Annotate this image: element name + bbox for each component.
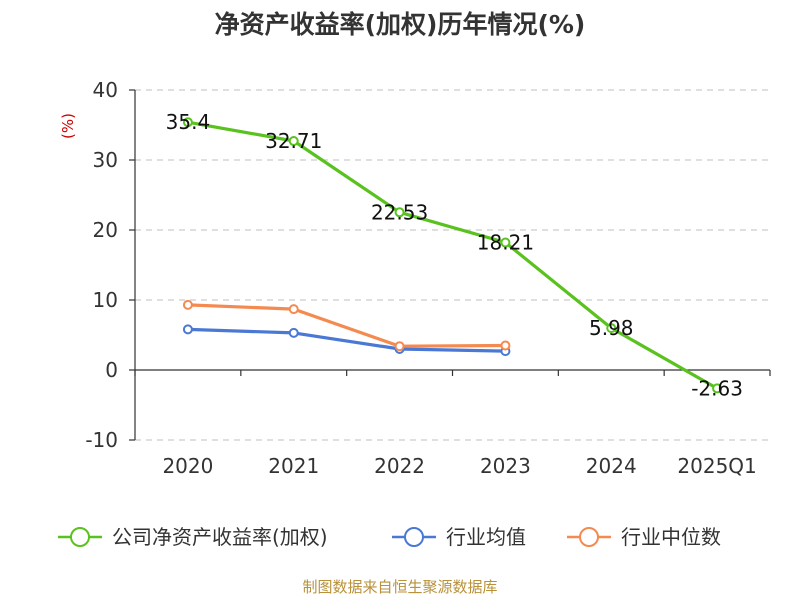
data-point <box>712 383 723 394</box>
y-tick-label: 10 <box>93 288 118 312</box>
data-point <box>394 207 405 218</box>
data-point <box>182 324 193 335</box>
y-tick-label: 0 <box>105 358 118 382</box>
legend-marker-icon <box>70 527 90 547</box>
x-tick-label: 2020 <box>162 454 213 478</box>
legend-label: 行业均值 <box>446 525 526 549</box>
data-label: 5.98 <box>589 316 634 340</box>
legend-marker-icon <box>404 527 424 547</box>
x-tick-label: 2023 <box>480 454 531 478</box>
legend-item-0[interactable]: 公司净资产收益率(加权) <box>58 525 328 549</box>
y-tick-label: 30 <box>93 148 118 172</box>
x-tick-label: 2024 <box>586 454 637 478</box>
x-tick-label: 2021 <box>268 454 319 478</box>
legend-marker-icon <box>579 527 599 547</box>
data-point <box>288 327 299 338</box>
data-point <box>288 304 299 315</box>
data-point <box>500 340 511 351</box>
data-label: 22.53 <box>371 200 428 224</box>
data-point <box>182 299 193 310</box>
data-labels: 35.4 32.71 22.53 18.21 5.98 -2.63 <box>166 110 743 400</box>
chart-title: 净资产收益率(加权)历年情况(%) <box>215 10 586 39</box>
data-point <box>288 136 299 147</box>
axes: -10 0 10 20 30 40 2020 2021 2022 2023 2024 2025Q1 <box>85 78 771 478</box>
source-note: 制图数据来自恒生聚源数据库 <box>302 578 497 596</box>
series-line-0 <box>187 120 718 390</box>
legend-label: 公司净资产收益率(加权) <box>112 525 328 549</box>
legend-item-1[interactable]: 行业均值 <box>392 525 526 549</box>
series-line-1 <box>187 327 506 353</box>
data-label: -2.63 <box>691 376 743 400</box>
data-label: 18.21 <box>477 231 534 255</box>
legend[interactable]: 公司净资产收益率(加权) 行业均值 行业中位数 <box>58 525 721 549</box>
x-tick-label: 2022 <box>374 454 425 478</box>
y-tick-label: 20 <box>93 218 118 242</box>
x-tick-label: 2025Q1 <box>677 454 756 478</box>
series-lines <box>182 117 723 394</box>
data-point <box>394 341 405 352</box>
data-point <box>500 237 511 248</box>
data-label: 32.71 <box>265 129 322 153</box>
series-line-2 <box>187 303 506 348</box>
y-tick-label: 40 <box>93 78 118 102</box>
legend-item-2[interactable]: 行业中位数 <box>567 525 721 549</box>
data-label: 35.4 <box>166 110 211 134</box>
legend-label: 行业中位数 <box>621 525 721 549</box>
data-point <box>606 323 617 334</box>
data-point <box>182 117 193 128</box>
gridlines <box>135 89 770 441</box>
y-tick-label: -10 <box>85 428 118 452</box>
y-axis-unit-label: (%) <box>59 113 77 139</box>
